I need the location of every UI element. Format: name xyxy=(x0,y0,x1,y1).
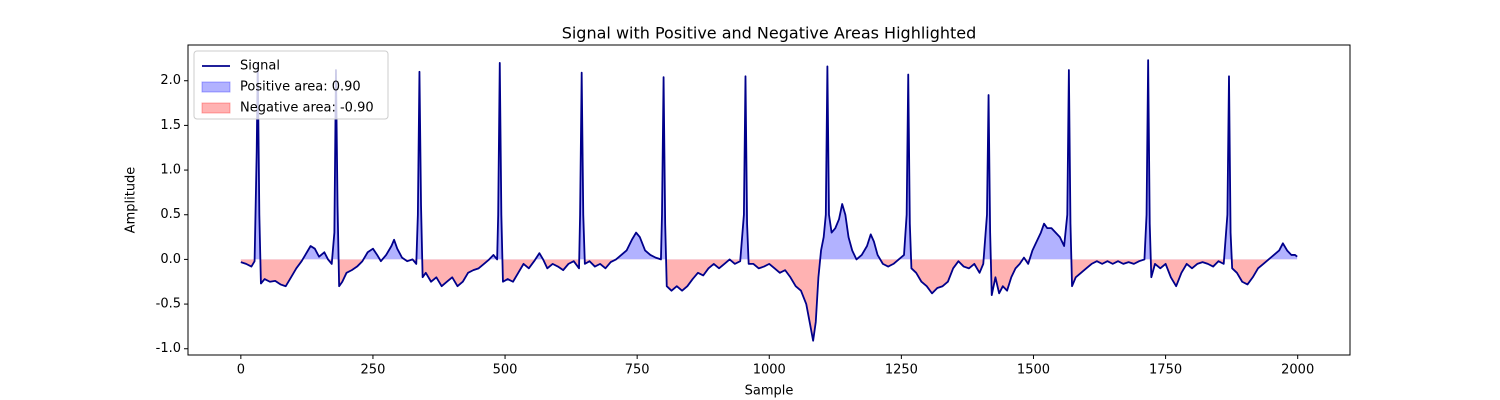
x-tick-label: 750 xyxy=(625,363,650,378)
legend-label: Negative area: -0.90 xyxy=(240,101,374,116)
x-tick-label: 500 xyxy=(493,363,518,378)
y-tick-label: -1.0 xyxy=(156,341,181,356)
y-tick-label: 2.0 xyxy=(160,73,181,88)
chart-title: Signal with Positive and Negative Areas … xyxy=(562,24,977,43)
axes-frame xyxy=(187,44,1351,356)
y-tick-label: 0.0 xyxy=(160,252,181,267)
legend-label: Positive area: 0.90 xyxy=(240,80,361,95)
y-tick-label: 1.0 xyxy=(160,163,181,178)
legend-patch xyxy=(201,102,231,114)
x-tick-label: 2000 xyxy=(1281,363,1314,378)
y-axis-label: Amplitude xyxy=(124,167,139,234)
plot-area xyxy=(240,59,1298,342)
x-tick-label: 1000 xyxy=(753,363,786,378)
y-tick-label: 0.5 xyxy=(160,207,181,222)
legend-label: Signal xyxy=(240,59,280,74)
x-tick-label: 0 xyxy=(237,363,245,378)
x-axis-label: Sample xyxy=(745,384,794,399)
legend: Signal Positive area: 0.90 Negative area: … xyxy=(193,50,389,120)
x-tick-label: 1250 xyxy=(885,363,918,378)
legend-patch xyxy=(201,81,231,93)
legend-box xyxy=(193,50,389,120)
x-tick-label: 1500 xyxy=(1017,363,1050,378)
x-tick-label: 250 xyxy=(361,363,386,378)
y-tick-label: 1.5 xyxy=(160,118,181,133)
area-fill xyxy=(240,259,1269,341)
x-tick-label: 1750 xyxy=(1149,363,1182,378)
area-fill xyxy=(240,60,1298,260)
y-tick-label: -0.5 xyxy=(156,297,181,312)
signal-line xyxy=(240,59,1298,342)
